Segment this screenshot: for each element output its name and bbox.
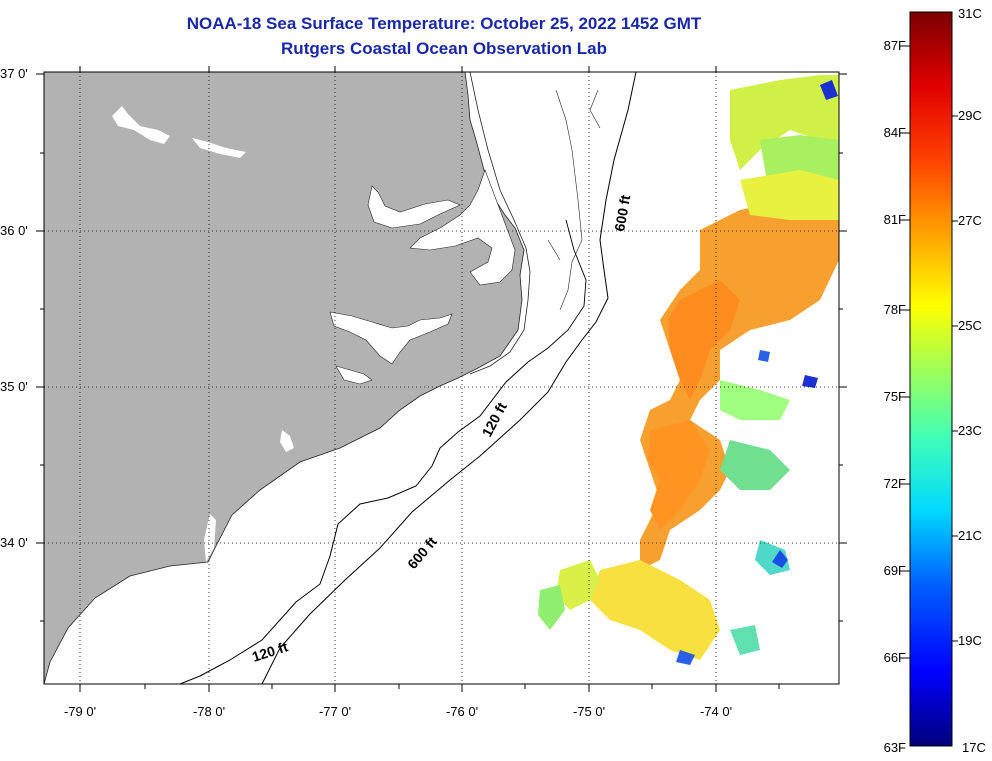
- graticule: [44, 72, 839, 684]
- colorbar-f-label: 63F: [884, 740, 906, 755]
- contour-120ft-north: [527, 219, 587, 363]
- colorbar-c-label: 29C: [958, 108, 982, 123]
- estuary: [280, 430, 294, 452]
- lon-label: -79 0': [64, 704, 96, 719]
- colorbar-f-label: 66F: [884, 650, 906, 665]
- lat-label: 34 0': [0, 535, 28, 550]
- colorbar-c-label: 17C: [962, 740, 986, 755]
- colorbar-c-label: 23C: [958, 423, 982, 438]
- colorbar-c-label: 21C: [958, 528, 982, 543]
- lon-label: -76 0': [446, 704, 478, 719]
- colorbar-f-label: 69F: [884, 563, 906, 578]
- lon-label: -77 0': [319, 704, 351, 719]
- pamlico-river: [329, 311, 453, 365]
- contour-label-600ft-north: 600 ft: [611, 193, 633, 232]
- lon-label: -78 0': [193, 704, 225, 719]
- lon-label: -75 0': [573, 704, 605, 719]
- contour-120ft: [179, 361, 529, 684]
- colorbar-f-label: 75F: [884, 389, 906, 404]
- coast-detail: [547, 89, 601, 311]
- colorbar-f-label: 72F: [884, 476, 906, 491]
- lat-label: 37 0': [0, 66, 28, 81]
- lat-label: 35 0': [0, 379, 28, 394]
- contour-label-600ft-south: 600 ft: [404, 533, 440, 572]
- colorbar-f-label: 84F: [884, 125, 906, 140]
- tick-marks: [36, 66, 847, 692]
- colorbar-f-label: 78F: [884, 302, 906, 317]
- sst-data: [538, 75, 839, 665]
- pamlico-sound: [409, 169, 516, 286]
- outer-banks: [469, 72, 531, 375]
- neuse-river: [335, 365, 373, 385]
- colorbar-f-label: 81F: [884, 212, 906, 227]
- river-segment: [192, 138, 246, 158]
- map-title: NOAA-18 Sea Surface Temperature: October…: [186, 14, 702, 33]
- map-subtitle: Rutgers Coastal Ocean Observation Lab: [281, 39, 607, 58]
- colorbar-c-label: 25C: [958, 318, 982, 333]
- colorbar-f-label: 87F: [884, 38, 906, 53]
- contour-label-120ft-south: 120 ft: [250, 638, 290, 665]
- land-mass: [44, 72, 525, 684]
- colorbar-c-label: 27C: [958, 213, 982, 228]
- colorbar-c-label: 31C: [958, 6, 982, 21]
- lon-label: -74 0': [700, 704, 732, 719]
- contour-600ft: [261, 72, 637, 684]
- colorbar-c-label: 19C: [958, 633, 982, 648]
- cape-fear-river: [204, 514, 216, 562]
- colorbar-ticks: [904, 45, 958, 659]
- chesapeake-tributary: [112, 106, 170, 144]
- lat-label: 36 0': [0, 223, 28, 238]
- colorbar: [909, 11, 953, 747]
- albemarle-sound: [367, 185, 461, 229]
